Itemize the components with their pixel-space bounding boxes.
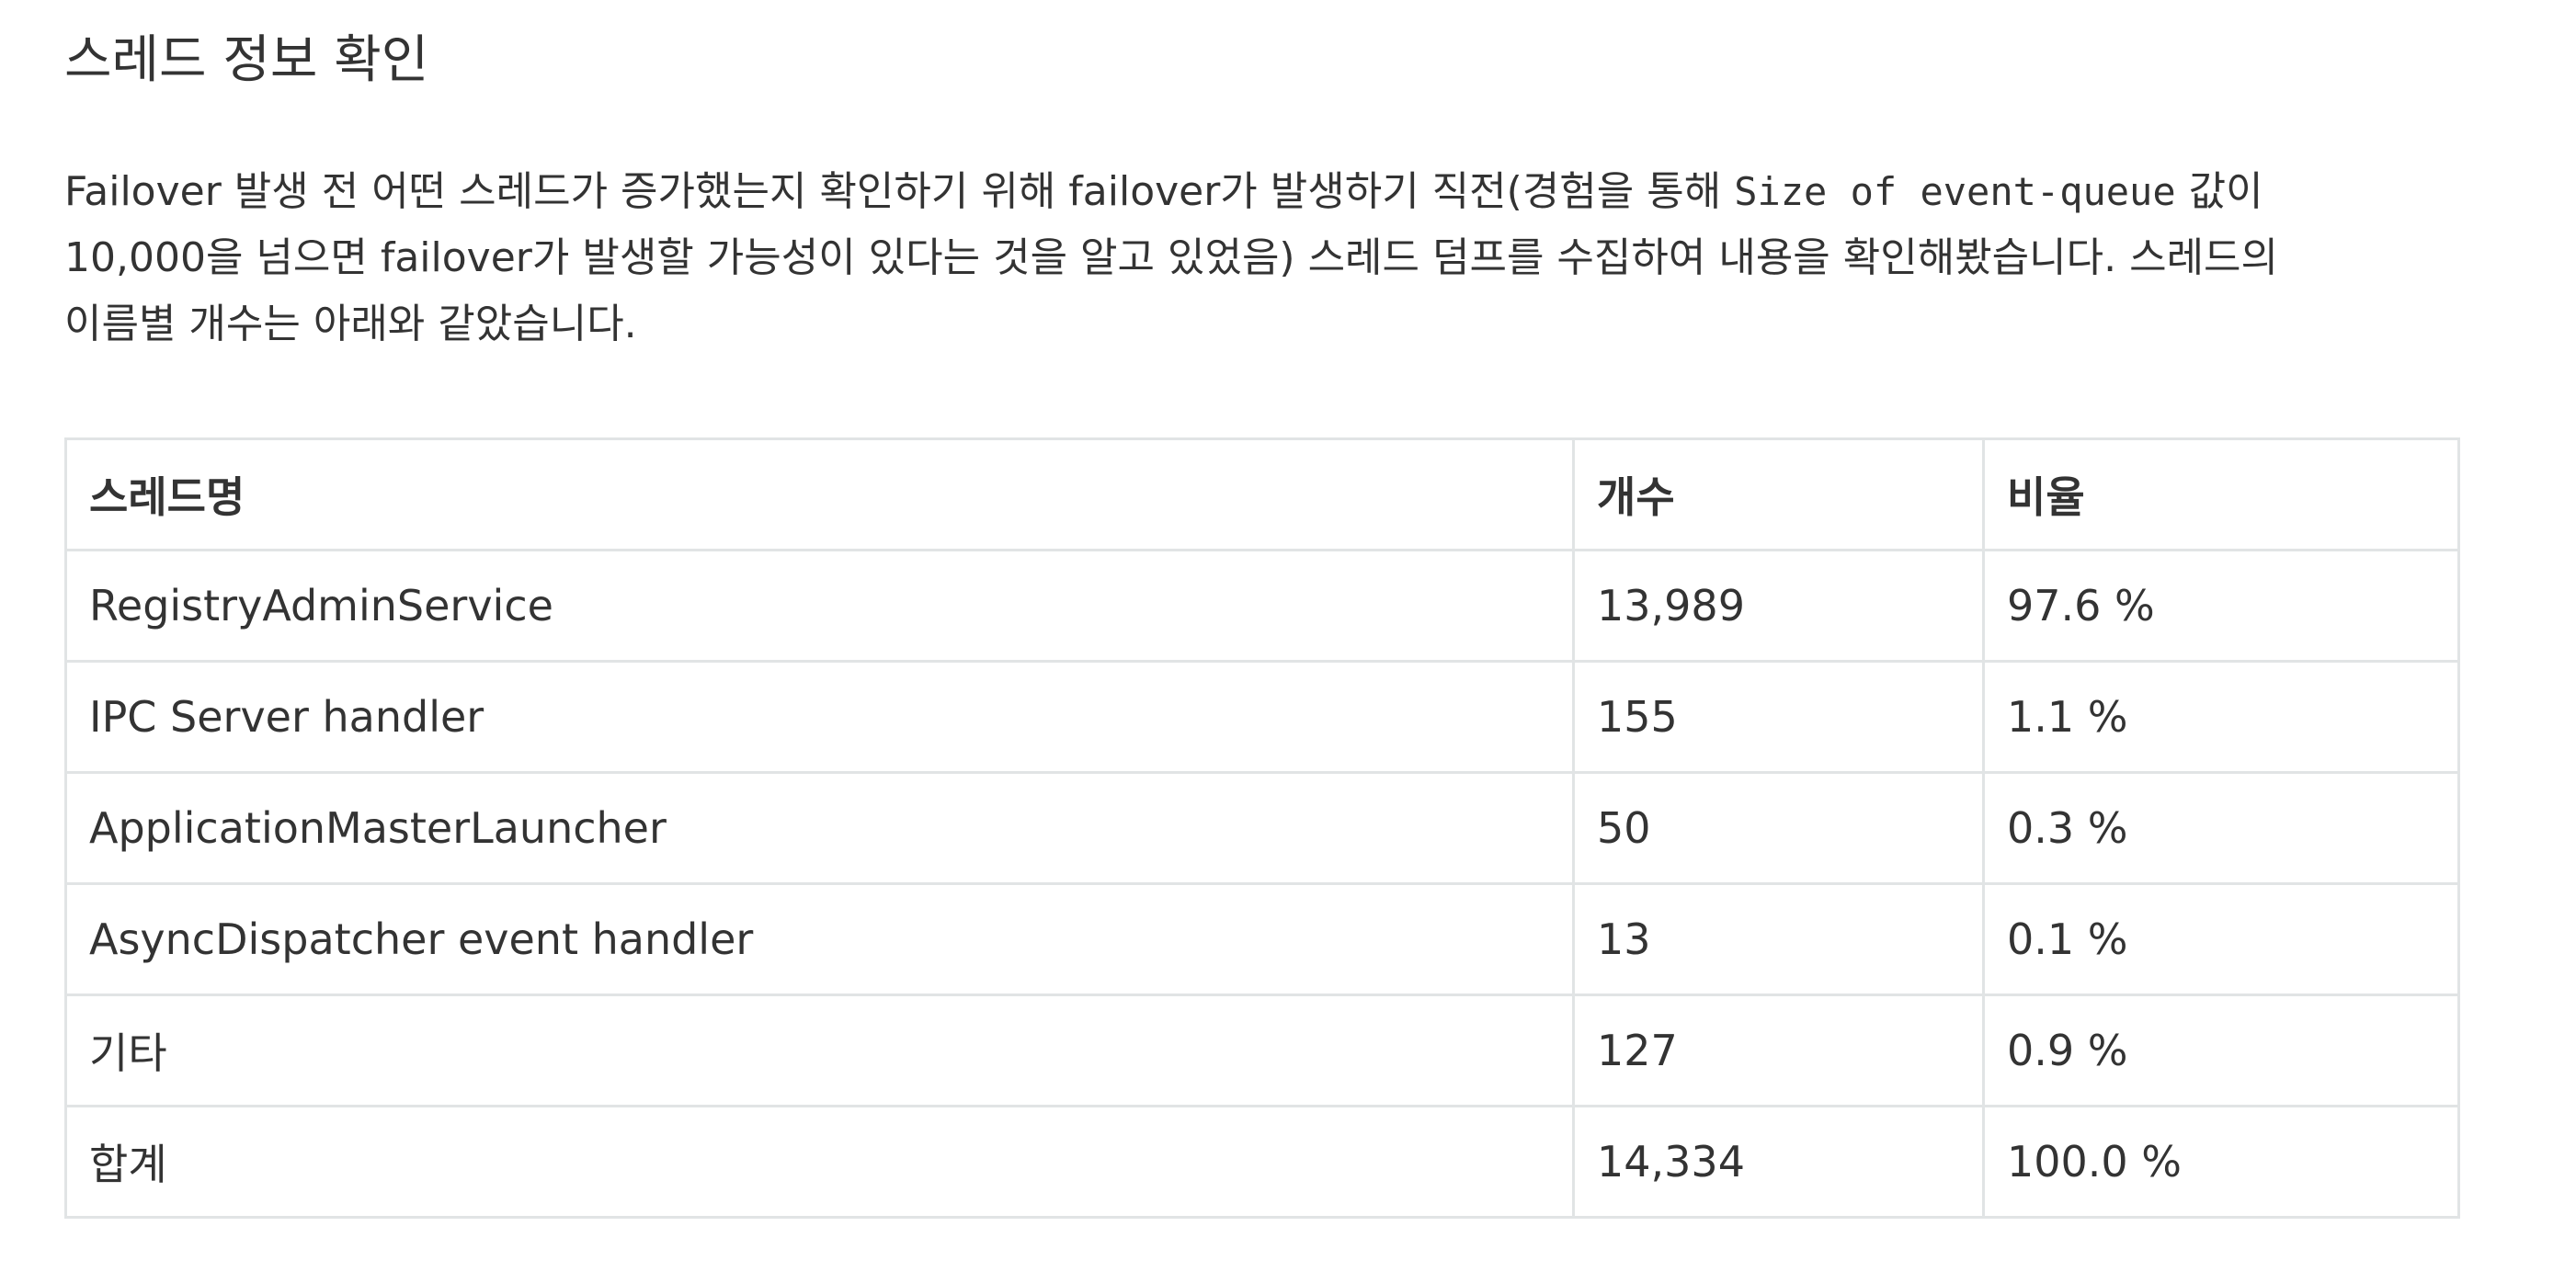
table-row-total: 합계 14,334 100.0 %: [64, 1105, 2460, 1219]
column-header-thread-name: 스레드명: [64, 437, 1575, 551]
ratio-cell: 1.1 %: [1982, 660, 2460, 774]
ratio-cell: 0.3 %: [1982, 771, 2460, 885]
thread-name-cell: RegistryAdminService: [64, 549, 1575, 663]
section-heading: 스레드 정보 확인: [64, 30, 429, 90]
table-row: 기타 127 0.9 %: [64, 993, 2460, 1107]
ratio-cell: 97.6 %: [1982, 549, 2460, 663]
paragraph-text: Failover 발생 전 어떤 스레드가 증가했는지 확인하기 위해 fail…: [64, 168, 1735, 215]
paragraph-text: 값이: [2175, 168, 2263, 215]
thread-name-cell: 합계: [64, 1105, 1575, 1219]
table-row: RegistryAdminService 13,989 97.6 %: [64, 549, 2460, 663]
thread-count-table: 스레드명 개수 비율 RegistryAdminService 13,989 9…: [64, 437, 2460, 1219]
table-row: IPC Server handler 155 1.1 %: [64, 660, 2460, 774]
paragraph-line-1: Failover 발생 전 어떤 스레드가 증가했는지 확인하기 위해 fail…: [64, 159, 2510, 225]
inline-code: Size of event-queue: [1734, 169, 2176, 214]
table-row: ApplicationMasterLauncher 50 0.3 %: [64, 771, 2460, 885]
ratio-cell: 0.1 %: [1982, 882, 2460, 996]
count-cell: 127: [1572, 993, 1985, 1107]
count-cell: 50: [1572, 771, 1985, 885]
column-header-count: 개수: [1572, 437, 1985, 551]
thread-name-cell: IPC Server handler: [64, 660, 1575, 774]
column-header-ratio: 비율: [1982, 437, 2460, 551]
ratio-cell: 0.9 %: [1982, 993, 2460, 1107]
paragraph-line-2: 10,000을 넘으면 failover가 발생할 가능성이 있다는 것을 알고…: [64, 234, 2279, 281]
table-row: AsyncDispatcher event handler 13 0.1 %: [64, 882, 2460, 996]
ratio-cell: 100.0 %: [1982, 1105, 2460, 1219]
thread-name-cell: ApplicationMasterLauncher: [64, 771, 1575, 885]
thread-name-cell: 기타: [64, 993, 1575, 1107]
description-paragraph: Failover 발생 전 어떤 스레드가 증가했는지 확인하기 위해 fail…: [64, 159, 2510, 358]
thread-name-cell: AsyncDispatcher event handler: [64, 882, 1575, 996]
count-cell: 14,334: [1572, 1105, 1985, 1219]
paragraph-line-3: 이름별 개수는 아래와 같았습니다.: [64, 301, 637, 347]
count-cell: 13: [1572, 882, 1985, 996]
count-cell: 13,989: [1572, 549, 1985, 663]
table-header-row: 스레드명 개수 비율: [64, 437, 2460, 551]
count-cell: 155: [1572, 660, 1985, 774]
